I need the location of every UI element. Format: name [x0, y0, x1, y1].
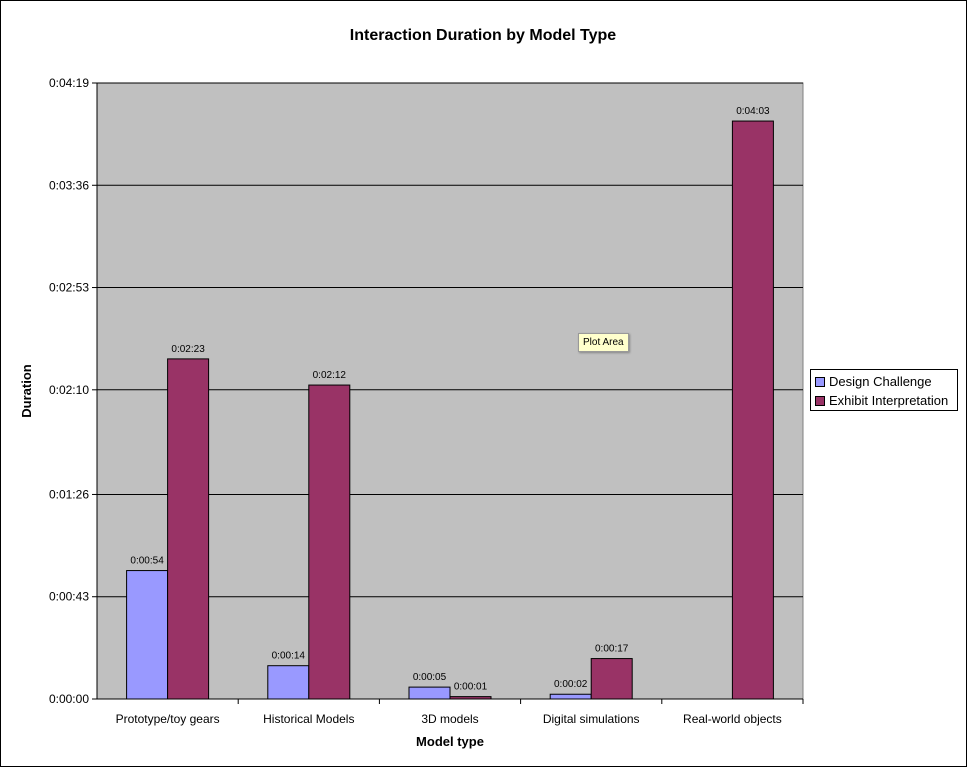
legend-swatch-design-challenge [815, 376, 825, 387]
x-axis-title: Model type [416, 734, 484, 749]
legend-swatch-exhibit-interpretation [815, 395, 825, 406]
legend-item-exhibit-interpretation[interactable]: Exhibit Interpretation [815, 391, 953, 410]
x-tick-label: Digital simulations [543, 712, 640, 726]
y-tick-label: 0:00:43 [49, 590, 89, 604]
bar-design-challenge[interactable] [267, 665, 310, 700]
bar-design-challenge[interactable] [408, 686, 451, 700]
y-axis-title: Duration [19, 364, 34, 418]
x-tick-labels: Prototype/toy gears Historical Models 3D m… [116, 699, 804, 726]
bar-design-challenge[interactable] [126, 570, 169, 700]
bar-exhibit-interpretation[interactable] [167, 358, 210, 700]
data-label: 0:00:17 [595, 644, 629, 655]
data-labels: 0:00:54 0:02:23 0:00:14 0:02:12 0:00:05 0:00:… [130, 106, 770, 693]
x-tick-label: Historical Models [263, 712, 354, 726]
legend-label-design-challenge: Design Challenge [829, 374, 932, 389]
y-tick-label: 0:03:36 [49, 178, 89, 192]
data-label: 0:00:02 [554, 679, 588, 690]
y-tick-label: 0:00:00 [49, 692, 89, 706]
data-label: 0:04:03 [736, 106, 770, 117]
y-tick-labels: 0:00:00 0:00:43 0:01:26 0:02:10 0:02:53 0:03:… [49, 76, 89, 706]
x-tick-label: 3D models [421, 712, 478, 726]
gridlines [92, 82, 803, 700]
legend[interactable]: Design Challenge Exhibit Interpretation [810, 369, 958, 411]
y-tick-label: 0:01:26 [49, 487, 89, 501]
y-tick-label: 0:04:19 [49, 76, 89, 90]
bar-exhibit-interpretation[interactable] [731, 120, 774, 700]
data-label: 0:00:01 [454, 682, 488, 693]
data-label: 0:00:05 [413, 672, 447, 683]
data-label: 0:02:23 [171, 344, 205, 355]
bar-exhibit-interpretation[interactable] [308, 384, 351, 700]
data-label: 0:00:14 [272, 651, 306, 662]
x-tick-label: Prototype/toy gears [116, 712, 220, 726]
legend-label-exhibit-interpretation: Exhibit Interpretation [829, 393, 949, 408]
chart-title: Interaction Duration by Model Type [350, 27, 616, 44]
bar-exhibit-interpretation[interactable] [590, 658, 633, 700]
data-label: 0:02:12 [313, 370, 347, 381]
plot-area-tooltip: Plot Area [578, 333, 629, 352]
y-tick-label: 0:02:10 [49, 383, 89, 397]
y-tick-label: 0:02:53 [49, 281, 89, 295]
data-label: 0:00:54 [130, 556, 164, 567]
legend-item-design-challenge[interactable]: Design Challenge [815, 372, 953, 391]
bars [126, 120, 774, 700]
bar-design-challenge[interactable] [549, 693, 592, 700]
x-tick-label: Real-world objects [683, 712, 782, 726]
